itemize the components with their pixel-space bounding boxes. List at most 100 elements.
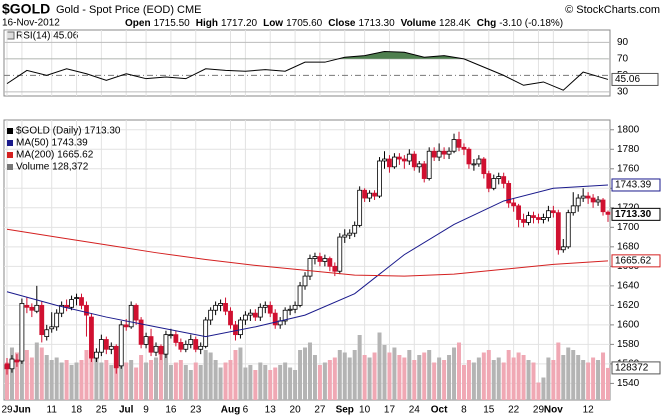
y-tick-label: 1700 bbox=[617, 222, 640, 233]
y-tick-label: 1540 bbox=[617, 378, 640, 389]
volume-bar bbox=[437, 357, 442, 400]
volume-bar bbox=[193, 362, 198, 400]
volume-bar bbox=[496, 357, 501, 400]
candle-body bbox=[406, 153, 412, 162]
candle-body bbox=[247, 312, 253, 316]
candle-body bbox=[401, 158, 407, 162]
candle-body bbox=[441, 150, 447, 155]
candle-body bbox=[585, 195, 591, 199]
volume-value-label-box bbox=[611, 361, 661, 375]
x-tick-label: 17 bbox=[384, 405, 396, 416]
x-tick-label: 29 bbox=[1, 405, 13, 416]
symbol: $GOLD bbox=[2, 1, 50, 17]
volume-bar bbox=[561, 355, 566, 400]
candle-body bbox=[233, 324, 238, 336]
candle-body bbox=[570, 205, 576, 214]
volume-bar bbox=[9, 347, 14, 400]
rsi-line bbox=[6, 50, 609, 91]
volume-bar bbox=[606, 367, 610, 400]
volume-bar bbox=[59, 362, 64, 400]
quote-value: 1717.20 bbox=[221, 18, 258, 29]
candle-body bbox=[203, 319, 209, 347]
candle-body bbox=[565, 212, 571, 248]
candle-body bbox=[521, 219, 526, 223]
price-value-label-box bbox=[611, 207, 661, 221]
candle-body bbox=[4, 363, 10, 370]
candle-body bbox=[506, 183, 512, 204]
candle-body bbox=[59, 304, 65, 314]
volume-bar bbox=[531, 362, 536, 400]
volume-bar bbox=[591, 357, 596, 400]
volume-bar bbox=[154, 357, 159, 400]
candle-body bbox=[39, 304, 45, 336]
rsi-value-label: 45.06 bbox=[615, 74, 640, 85]
x-tick-label: 29 bbox=[533, 405, 545, 416]
volume-bar bbox=[119, 342, 124, 400]
candle-body bbox=[54, 312, 60, 328]
candle-body bbox=[357, 189, 363, 226]
candle-body bbox=[262, 304, 268, 308]
candle-body bbox=[213, 304, 219, 311]
x-tick-label: 8 bbox=[461, 405, 467, 416]
volume-bar bbox=[417, 355, 422, 400]
volume-bar bbox=[461, 365, 466, 400]
volume-bar bbox=[402, 357, 407, 400]
ma-line bbox=[6, 184, 609, 338]
candle-body bbox=[545, 210, 551, 218]
volume-bar bbox=[228, 360, 233, 400]
legend-entry: MA(50) 1743.39 bbox=[16, 138, 88, 149]
volume-bar bbox=[452, 347, 457, 400]
candle-body bbox=[173, 334, 179, 343]
candle-body bbox=[426, 150, 432, 179]
volume-bar bbox=[149, 360, 154, 400]
candle-body bbox=[257, 306, 263, 318]
quote-value: 128.4K bbox=[439, 18, 471, 29]
volume-bar bbox=[596, 360, 601, 400]
x-tick-label: 27 bbox=[314, 405, 326, 416]
y-tick-label: 1640 bbox=[617, 280, 640, 291]
candle-body bbox=[153, 345, 159, 353]
x-tick-label: 22 bbox=[508, 405, 520, 416]
volume-bar bbox=[14, 352, 19, 400]
candle-body bbox=[372, 192, 377, 197]
x-tick-label: 18 bbox=[71, 405, 83, 416]
volume-bar bbox=[337, 350, 342, 400]
candle-body bbox=[541, 217, 546, 220]
volume-bar bbox=[556, 342, 561, 400]
candle-body bbox=[411, 153, 417, 168]
volume-bar bbox=[19, 335, 24, 400]
ma-value-label: 1665.62 bbox=[615, 255, 652, 266]
volume-bar bbox=[183, 365, 188, 400]
candle-body bbox=[158, 345, 164, 355]
candle-body bbox=[466, 148, 472, 165]
volume-bar bbox=[432, 362, 437, 400]
candle-body bbox=[163, 334, 169, 355]
volume-bar bbox=[382, 345, 387, 400]
volume-bar bbox=[223, 362, 228, 400]
volume-bar bbox=[24, 350, 29, 400]
volume-bar bbox=[134, 367, 139, 400]
y-tick-label: 1780 bbox=[617, 144, 640, 155]
volume-bar bbox=[342, 352, 347, 400]
volume-bar bbox=[293, 370, 298, 400]
volume-bar bbox=[601, 352, 606, 400]
chart-title: Gold - Spot Price (EOD) CME bbox=[56, 4, 201, 16]
volume-bar bbox=[447, 355, 452, 400]
volume-bar bbox=[283, 362, 288, 400]
candle-body bbox=[208, 309, 214, 321]
volume-bar bbox=[178, 360, 183, 400]
volume-bar bbox=[536, 382, 541, 400]
candle-body bbox=[29, 306, 35, 311]
volume-bar bbox=[109, 365, 114, 400]
quote: Open 1715.50 High 1717.20 Low 1705.60 Close 171… bbox=[125, 18, 563, 29]
candle-body bbox=[347, 232, 353, 236]
candle-body bbox=[491, 178, 497, 189]
price-value-label: 1713.30 bbox=[615, 209, 652, 220]
volume-bar bbox=[278, 365, 283, 400]
y-tick-label: 1800 bbox=[617, 124, 640, 135]
candle-body bbox=[228, 310, 233, 326]
volume-bar bbox=[163, 352, 168, 400]
volume-bar bbox=[79, 360, 84, 400]
rsi-label: RSI(14) 45.06 bbox=[16, 31, 79, 42]
